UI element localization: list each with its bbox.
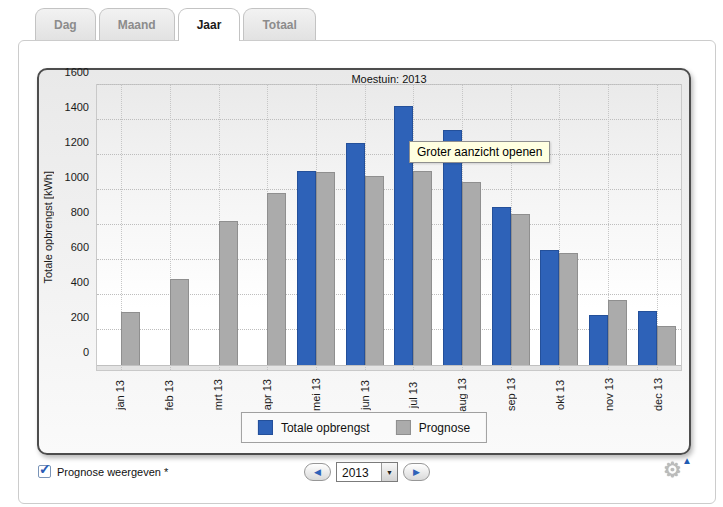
x-tick-label: jul 13	[389, 373, 438, 417]
y-axis-ticks: 02004006008001000120014001600	[55, 84, 93, 371]
year-view-panel: Moestuin: 2013 Totale opbrengst [kWh] 02…	[18, 40, 716, 504]
settings-button[interactable]: ⚙ ▲	[663, 458, 689, 484]
bar-prognose[interactable]	[462, 182, 481, 365]
plot-area[interactable]: Groter aanzicht openen	[96, 84, 682, 371]
y-tick-label: 1200	[65, 135, 89, 149]
left-arrow-icon: ◀	[314, 467, 321, 477]
bars-layer	[97, 84, 681, 365]
chart-container: Moestuin: 2013 Totale opbrengst [kWh] 02…	[37, 68, 691, 455]
bar-group-mei-13	[292, 171, 341, 365]
year-select[interactable]: 2013 ▼	[336, 462, 398, 482]
prognose-checkbox-label: Prognose weergeven *	[57, 466, 168, 478]
bar-group-mrt-13	[194, 221, 243, 365]
y-tick-label: 0	[83, 345, 89, 359]
bar-prognose[interactable]	[365, 176, 384, 365]
x-tick-label: okt 13	[535, 373, 584, 417]
x-tick-label: mrt 13	[194, 373, 243, 417]
bar-prognose[interactable]	[559, 253, 578, 365]
bar-totale-opbrengst[interactable]	[589, 315, 608, 365]
bar-prognose[interactable]	[316, 172, 335, 365]
bar-group-jan-13	[97, 312, 146, 365]
y-tick-label: 800	[71, 205, 89, 219]
y-tick-label: 200	[71, 310, 89, 324]
previous-year-button[interactable]: ◀	[304, 463, 331, 481]
y-tick-label: 600	[71, 240, 89, 254]
bar-group-jun-13	[340, 143, 389, 365]
gear-icon: ⚙	[663, 458, 682, 481]
bar-prognose[interactable]	[121, 312, 140, 365]
right-arrow-icon: ▶	[413, 467, 420, 477]
gear-arrow-icon: ▲	[682, 455, 692, 466]
x-axis-labels: jan 13feb 13mrt 13apr 13mei 13jun 13jul …	[96, 373, 682, 417]
bar-totale-opbrengst[interactable]	[540, 250, 559, 365]
year-select-value: 2013	[337, 463, 381, 481]
bar-prognose[interactable]	[170, 279, 189, 365]
bar-totale-opbrengst[interactable]	[638, 311, 657, 365]
bar-group-nov-13	[584, 300, 633, 365]
bar-totale-opbrengst[interactable]	[297, 171, 316, 365]
year-navigator: ◀ 2013 ▼ ▶	[304, 462, 430, 482]
bar-group-aug-13	[438, 130, 487, 365]
bar-totale-opbrengst[interactable]	[443, 130, 462, 365]
y-tick-label: 1600	[65, 65, 89, 79]
chevron-down-icon: ▼	[386, 469, 393, 476]
bar-group-sep-13	[486, 207, 535, 365]
period-tabs: Dag Maand Jaar Totaal	[35, 8, 316, 40]
x-tick-label: sep 13	[487, 373, 536, 417]
dropdown-button[interactable]: ▼	[381, 463, 397, 481]
bar-prognose[interactable]	[608, 300, 627, 365]
x-tick-label: dec 13	[633, 373, 682, 417]
tab-totaal[interactable]: Totaal	[243, 8, 315, 40]
bar-group-apr-13	[243, 193, 292, 365]
bar-prognose[interactable]	[219, 221, 238, 365]
x-tick-label: feb 13	[145, 373, 194, 417]
x-tick-label: apr 13	[242, 373, 291, 417]
chart-tooltip: Groter aanzicht openen	[409, 141, 550, 163]
bar-group-dec-13	[632, 311, 681, 365]
legend-swatch-gray	[396, 420, 411, 435]
prognose-checkbox[interactable]: ✓	[38, 465, 51, 478]
y-axis-title: Totale opbrengst [kWh]	[41, 84, 55, 371]
x-tick-label: jun 13	[340, 373, 389, 417]
chart-legend: Totale opbrengst Prognose	[241, 412, 487, 443]
legend-label: Prognose	[419, 421, 470, 435]
bar-group-okt-13	[535, 250, 584, 365]
bar-group-feb-13	[146, 279, 195, 365]
y-tick-label: 1000	[65, 170, 89, 184]
tab-jaar[interactable]: Jaar	[178, 8, 241, 41]
bar-totale-opbrengst[interactable]	[346, 143, 365, 365]
prognose-checkbox-row[interactable]: ✓ Prognose weergeven *	[38, 465, 168, 478]
bar-prognose[interactable]	[413, 171, 432, 365]
bar-totale-opbrengst[interactable]	[492, 207, 511, 365]
x-axis-strip	[97, 365, 681, 370]
next-year-button[interactable]: ▶	[403, 463, 430, 481]
checkmark-icon: ✓	[39, 461, 51, 477]
y-tick-label: 400	[71, 275, 89, 289]
y-tick-label: 1400	[65, 100, 89, 114]
legend-item-totale-opbrengst: Totale opbrengst	[258, 420, 370, 435]
x-tick-label: aug 13	[438, 373, 487, 417]
tab-maand[interactable]: Maand	[99, 8, 175, 40]
tab-dag[interactable]: Dag	[35, 8, 96, 40]
bar-prognose[interactable]	[657, 326, 676, 365]
legend-item-prognose: Prognose	[396, 420, 470, 435]
legend-swatch-blue	[258, 420, 273, 435]
x-tick-label: jan 13	[96, 373, 145, 417]
bar-prognose[interactable]	[267, 193, 286, 365]
legend-label: Totale opbrengst	[281, 421, 370, 435]
bar-prognose[interactable]	[511, 214, 530, 365]
x-tick-label: nov 13	[584, 373, 633, 417]
x-tick-label: mei 13	[291, 373, 340, 417]
